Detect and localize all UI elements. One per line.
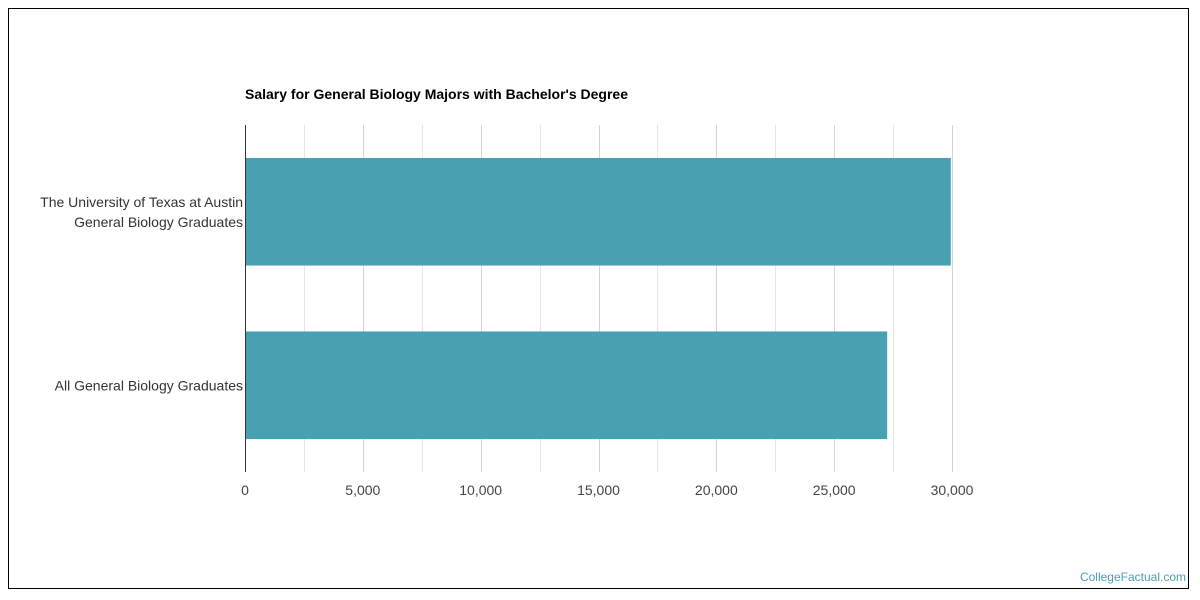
x-tick-label: 5,000 [345,482,380,498]
category-label: The University of Texas at Austin General… [40,194,243,230]
chart-title: Salary for General Biology Majors with B… [245,86,628,102]
bar [245,331,888,440]
category-label-line: The University of Texas at Austin [40,194,243,210]
bar [245,157,951,266]
chart-frame [8,8,1189,589]
watermark-link[interactable]: CollegeFactual.com [1079,570,1186,584]
x-tick-label: 0 [241,482,249,498]
x-tick-labels: 0 5,000 10,000 15,000 20,000 25,000 30,000 [241,482,974,498]
category-label: All General Biology Graduates [55,377,243,393]
x-tick-label: 30,000 [931,482,974,498]
x-tick-label: 15,000 [577,482,620,498]
category-labels: The University of Texas at Austin General… [40,194,243,394]
category-label-line: All General Biology Graduates [55,377,243,393]
x-tick-label: 20,000 [695,482,738,498]
bars [245,157,951,440]
category-label-line: General Biology Graduates [74,214,243,230]
x-tick-label: 25,000 [813,482,856,498]
x-tick-label: 10,000 [459,482,502,498]
